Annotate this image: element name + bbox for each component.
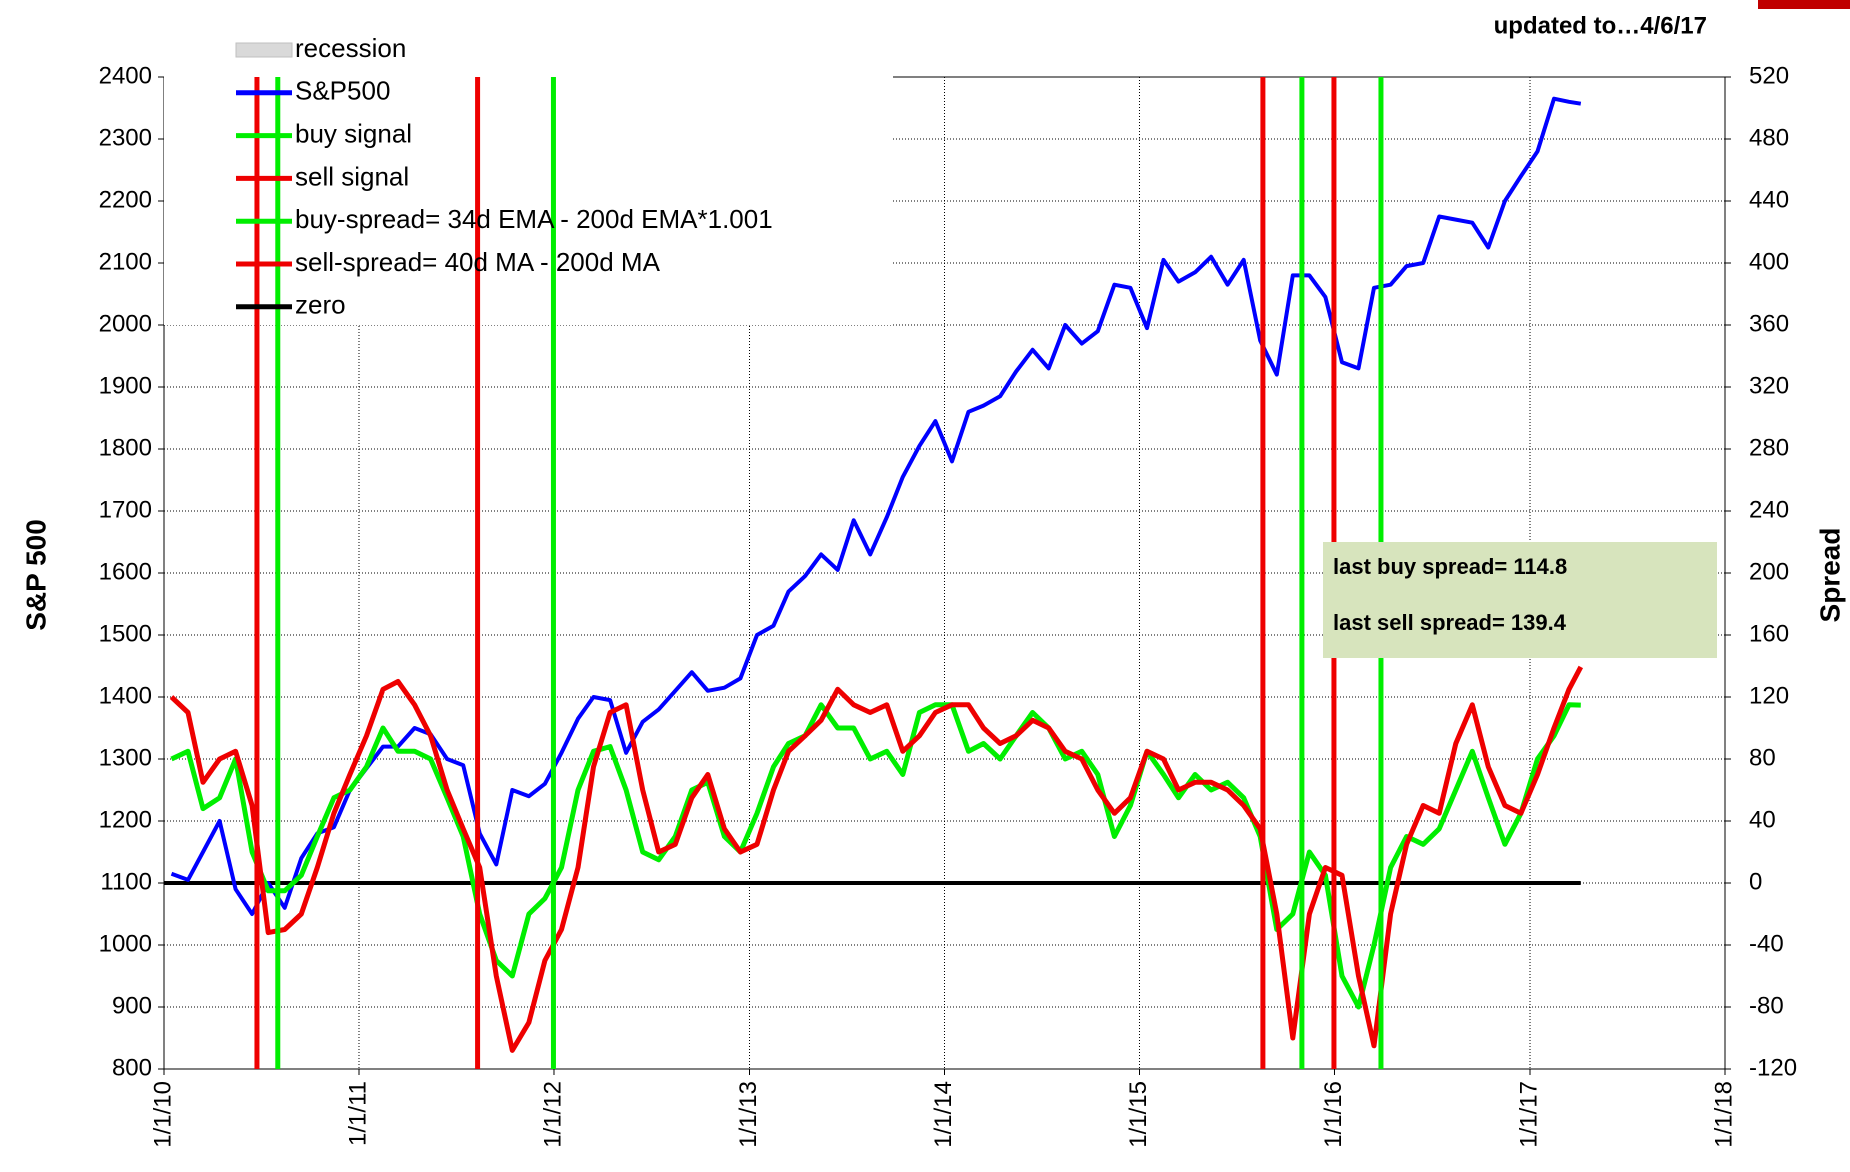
y2-tick-label: -80 — [1749, 992, 1784, 1019]
update-note: updated to…4/6/17 — [1494, 12, 1707, 39]
y-tick-label: 800 — [112, 1054, 152, 1081]
y2-tick-label: 360 — [1749, 310, 1789, 337]
y-tick-label: 1200 — [99, 806, 152, 833]
y2-tick-label: 160 — [1749, 620, 1789, 647]
legend-label: S&P500 — [295, 76, 390, 106]
x-tick-label: 1/1/14 — [930, 1081, 957, 1148]
info-text: last sell spread= 139.4 — [1333, 610, 1567, 635]
y-tick-label: 2400 — [99, 62, 152, 89]
y-axis-label: S&P 500 — [20, 519, 51, 631]
y2-tick-label: 240 — [1749, 496, 1789, 523]
series-line — [170, 96, 1582, 916]
y-tick-label: 1500 — [99, 620, 152, 647]
x-tick-label: 1/1/10 — [149, 1081, 176, 1148]
y2-tick-label: 120 — [1749, 682, 1789, 709]
y2-tick-label: 200 — [1749, 558, 1789, 585]
y2-tick-label: 400 — [1749, 248, 1789, 275]
y-tick-label: 1900 — [99, 372, 152, 399]
x-tick-label: 1/1/12 — [539, 1081, 566, 1148]
legend-label: zero — [295, 290, 346, 320]
y-tick-label: 1700 — [99, 496, 152, 523]
legend-label: sell-spread= 40d MA - 200d MA — [295, 247, 661, 277]
y-tick-label: 1400 — [99, 682, 152, 709]
y2-tick-label: 0 — [1749, 868, 1762, 895]
info-box — [1323, 542, 1717, 658]
y2-tick-label: 480 — [1749, 124, 1789, 151]
legend-swatch — [235, 42, 293, 58]
y-tick-label: 2200 — [99, 186, 152, 213]
info-text: last buy spread= 114.8 — [1333, 554, 1567, 579]
y-tick-label: 2000 — [99, 310, 152, 337]
y2-tick-label: -40 — [1749, 930, 1784, 957]
y-tick-label: 900 — [112, 992, 152, 1019]
x-tick-label: 1/1/15 — [1125, 1081, 1152, 1148]
x-tick-label: 1/1/11 — [344, 1081, 371, 1146]
x-tick-label: 1/1/17 — [1515, 1081, 1542, 1148]
y-tick-label: 1100 — [100, 868, 152, 895]
plot-frame — [163, 76, 1726, 1070]
legend-label: buy signal — [295, 118, 412, 148]
y2-tick-label: 80 — [1749, 744, 1776, 771]
y-tick-label: 2100 — [99, 248, 152, 275]
y2-axis-label: Spread — [1814, 528, 1845, 623]
series-line — [170, 702, 1581, 1010]
y2-tick-label: 440 — [1749, 186, 1789, 213]
y-tick-label: 1600 — [99, 558, 152, 585]
y2-tick-label: 40 — [1749, 806, 1776, 833]
legend-label: buy-spread= 34d EMA - 200d EMA*1.001 — [295, 204, 773, 234]
y2-tick-label: -120 — [1749, 1054, 1797, 1081]
x-tick-label: 1/1/18 — [1710, 1081, 1737, 1148]
x-tick-label: 1/1/13 — [735, 1081, 762, 1148]
corner-tab — [1758, 0, 1850, 9]
y-tick-label: 1000 — [99, 930, 152, 957]
x-tick-label: 1/1/16 — [1320, 1081, 1347, 1148]
legend-label: sell signal — [295, 161, 409, 191]
y-tick-label: 2300 — [99, 124, 152, 151]
y2-tick-label: 280 — [1749, 434, 1789, 461]
y-tick-label: 1300 — [99, 744, 152, 771]
legend-label: recession — [295, 33, 406, 63]
y2-tick-label: 320 — [1749, 372, 1789, 399]
series-line — [169, 665, 1584, 1053]
y2-tick-label: 520 — [1749, 62, 1789, 89]
y-tick-label: 1800 — [99, 434, 152, 461]
